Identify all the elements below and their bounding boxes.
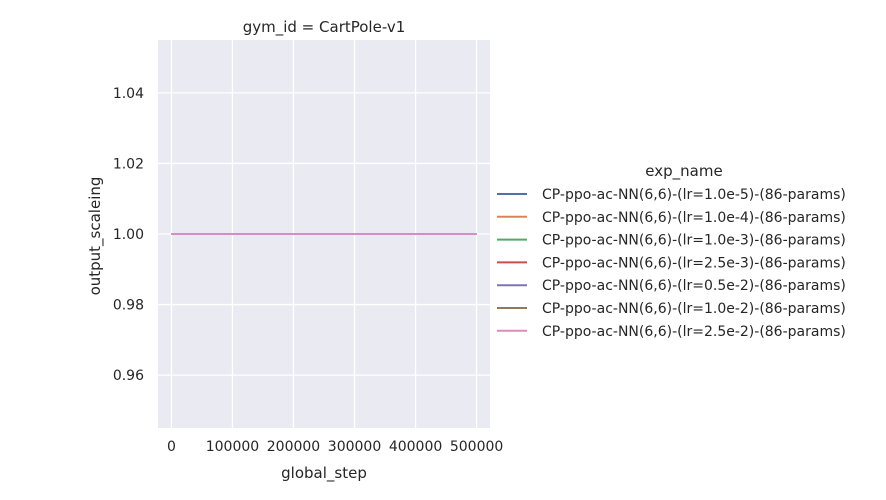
legend-label: CP-ppo-ac-NN(6,6)-(lr=1.0e-5)-(86-params… xyxy=(542,187,846,203)
y-tick-label: 1.02 xyxy=(113,156,144,172)
legend-entry: CP-ppo-ac-NN(6,6)-(lr=1.0e-2)-(86-params… xyxy=(497,301,846,317)
chart-title: gym_id = CartPole-v1 xyxy=(243,18,406,37)
y-tick-label: 1.00 xyxy=(113,227,144,243)
legend-entry: CP-ppo-ac-NN(6,6)-(lr=1.0e-5)-(86-params… xyxy=(497,187,846,203)
x-tick-label: 500000 xyxy=(450,439,503,455)
legend-label: CP-ppo-ac-NN(6,6)-(lr=0.5e-2)-(86-params… xyxy=(542,278,846,294)
y-tick-label: 1.04 xyxy=(113,86,144,102)
x-tick-label: 0 xyxy=(167,439,176,455)
x-tick-label: 200000 xyxy=(267,439,320,455)
x-tick-label: 100000 xyxy=(206,439,259,455)
legend-entry: CP-ppo-ac-NN(6,6)-(lr=2.5e-2)-(86-params… xyxy=(497,324,846,340)
legend-entry: CP-ppo-ac-NN(6,6)-(lr=1.0e-4)-(86-params… xyxy=(497,210,846,226)
x-tick-label: 300000 xyxy=(328,439,381,455)
legend-label: CP-ppo-ac-NN(6,6)-(lr=2.5e-3)-(86-params… xyxy=(542,255,846,271)
x-axis-ticks: 0 100000 200000 300000 400000 500000 xyxy=(167,439,503,455)
legend-items: CP-ppo-ac-NN(6,6)-(lr=1.0e-5)-(86-params… xyxy=(497,187,846,340)
legend-entry: CP-ppo-ac-NN(6,6)-(lr=0.5e-2)-(86-params… xyxy=(497,278,846,294)
legend: exp_name CP-ppo-ac-NN(6,6)-(lr=1.0e-5)-(… xyxy=(497,162,846,340)
legend-label: CP-ppo-ac-NN(6,6)-(lr=1.0e-2)-(86-params… xyxy=(542,301,846,317)
y-tick-label: 0.96 xyxy=(113,368,144,384)
y-axis-title: output_scaleing xyxy=(86,177,105,296)
legend-label: CP-ppo-ac-NN(6,6)-(lr=2.5e-2)-(86-params… xyxy=(542,324,846,340)
legend-title: exp_name xyxy=(645,162,722,181)
y-axis-ticks: 0.96 0.98 1.00 1.02 1.04 xyxy=(113,86,144,384)
y-tick-label: 0.98 xyxy=(113,298,144,314)
legend-entry: CP-ppo-ac-NN(6,6)-(lr=1.0e-3)-(86-params… xyxy=(497,233,846,249)
legend-label: CP-ppo-ac-NN(6,6)-(lr=1.0e-3)-(86-params… xyxy=(542,233,846,249)
legend-entry: CP-ppo-ac-NN(6,6)-(lr=2.5e-3)-(86-params… xyxy=(497,255,846,271)
legend-label: CP-ppo-ac-NN(6,6)-(lr=1.0e-4)-(86-params… xyxy=(542,210,846,226)
x-axis-title: global_step xyxy=(281,464,367,483)
x-tick-label: 400000 xyxy=(389,439,442,455)
